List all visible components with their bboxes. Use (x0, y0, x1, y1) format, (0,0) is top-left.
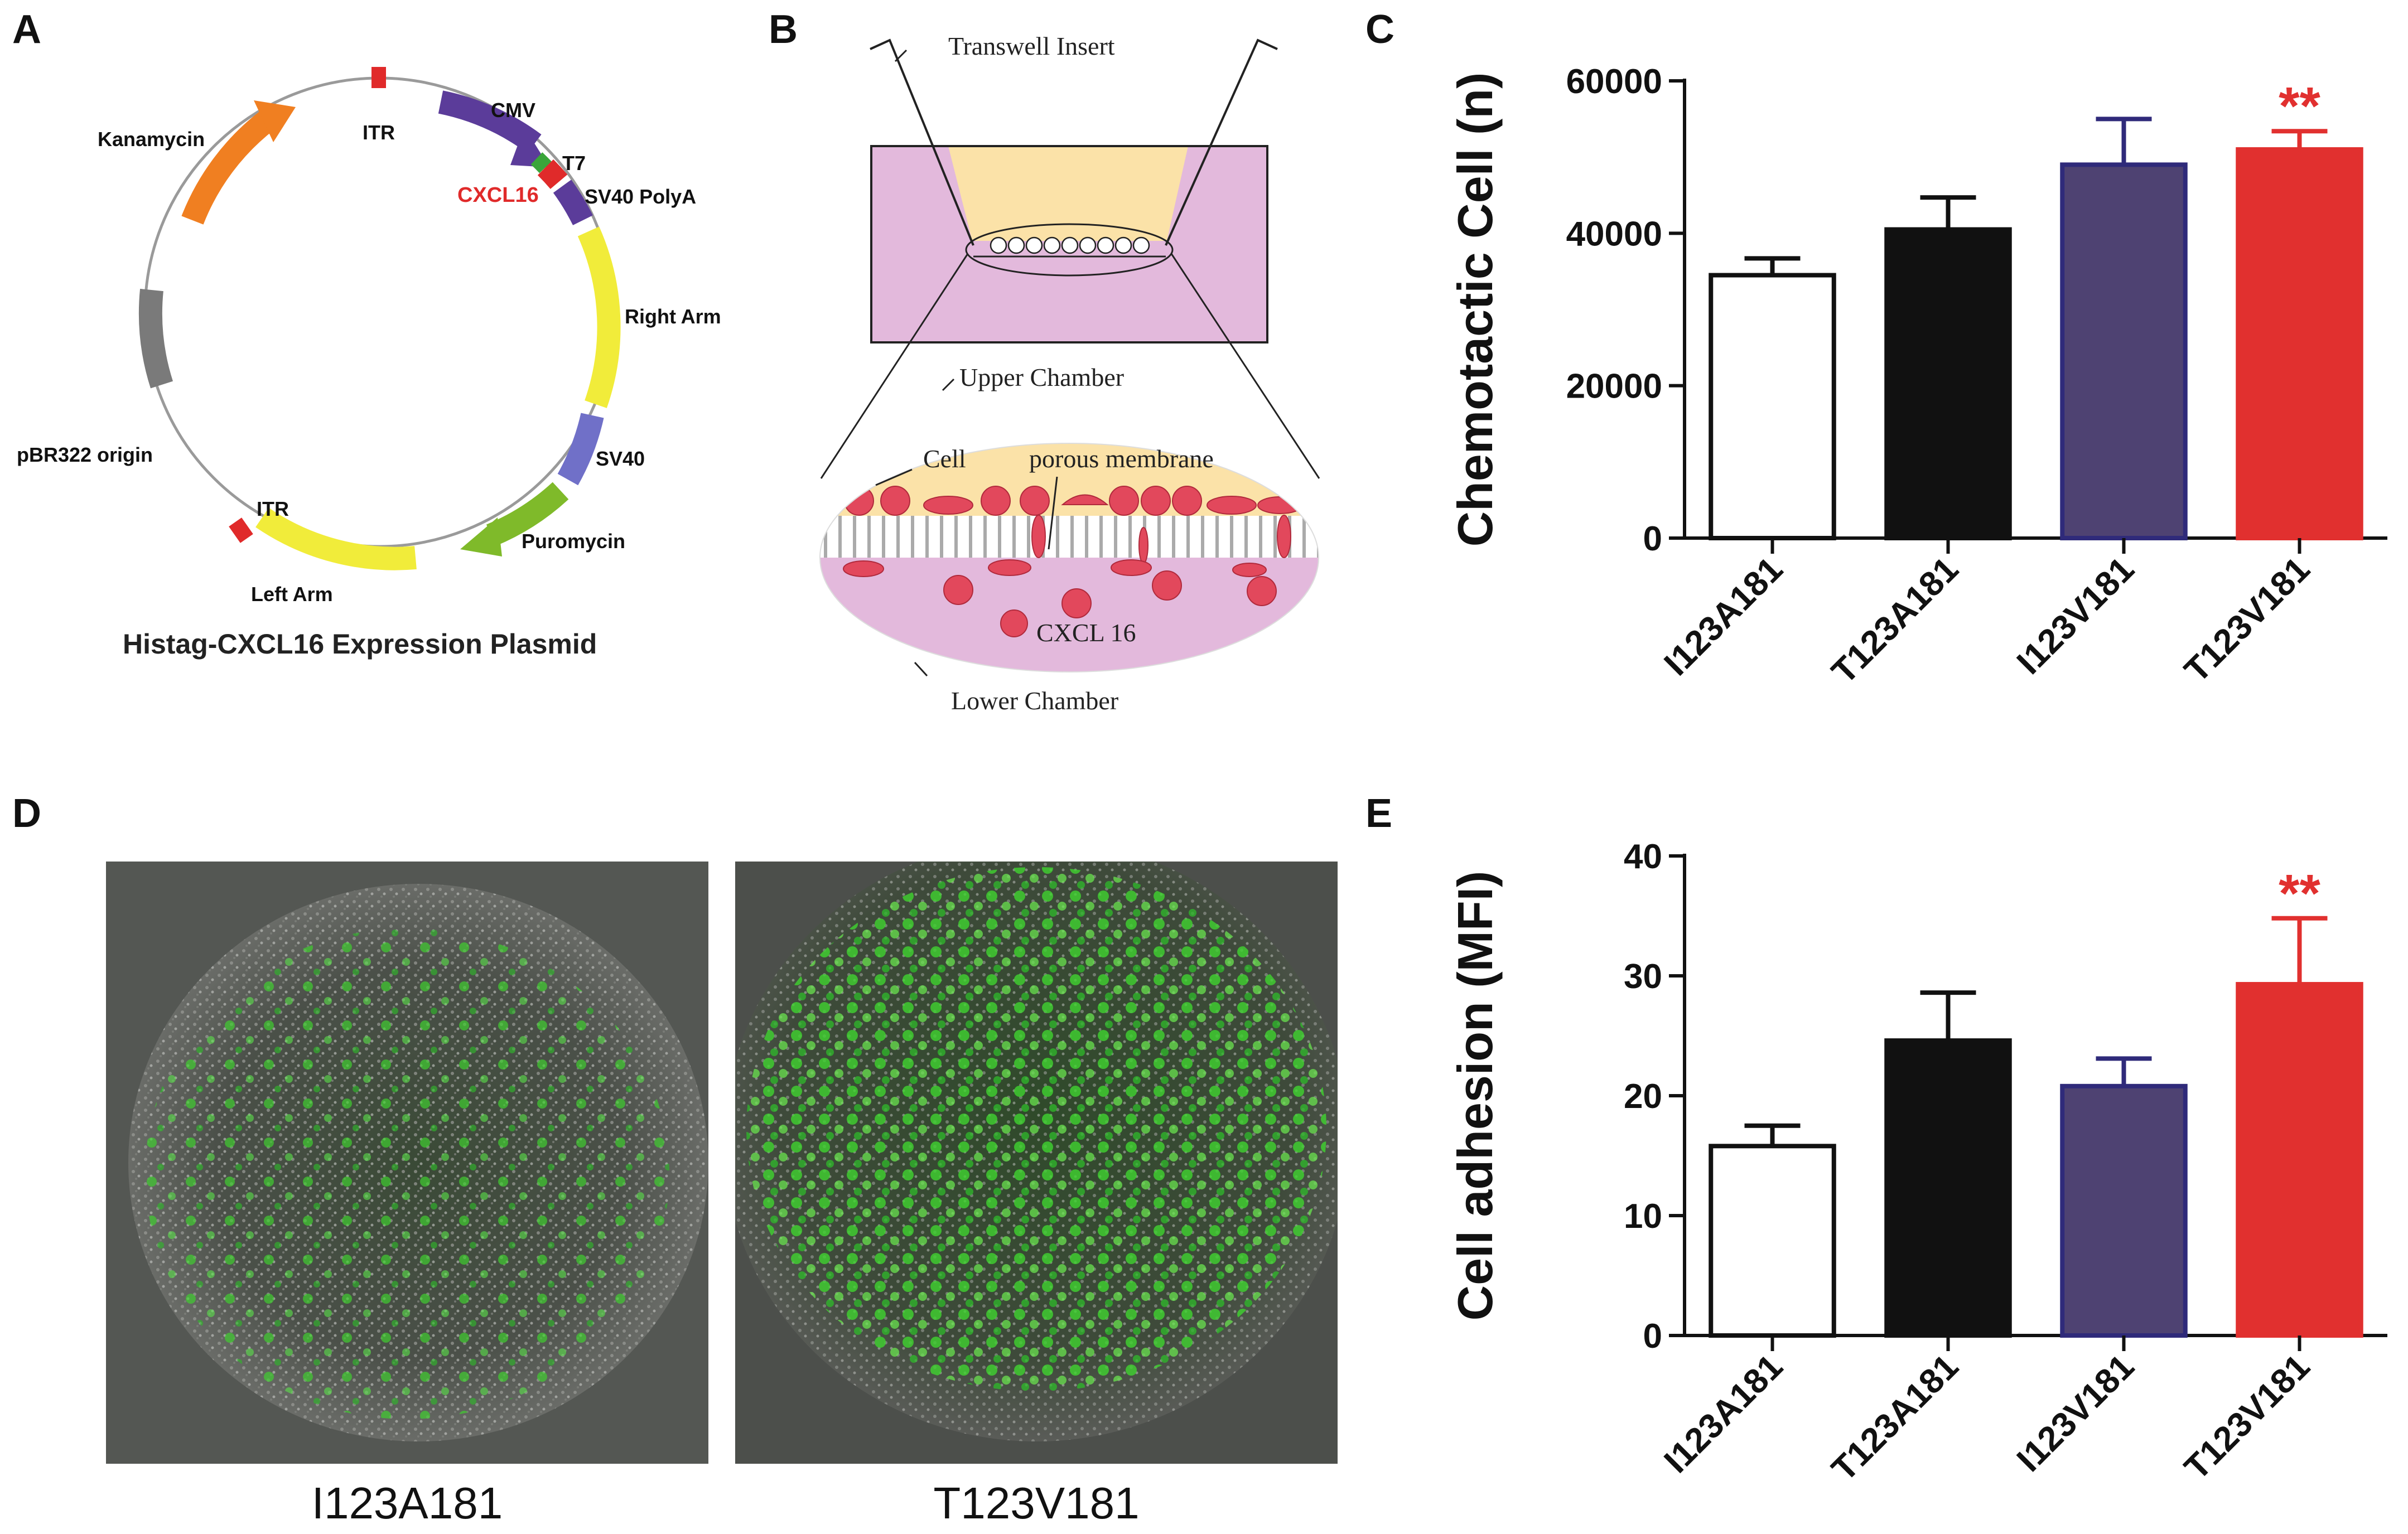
label-kanamycin: Kanamycin (98, 128, 205, 151)
insert-wall-left (870, 38, 974, 246)
membrane-label: porous membrane (1029, 444, 1214, 473)
y-axis-label: Cell adhesion (MFI) (1447, 871, 1503, 1321)
zoom-ellipse (965, 223, 1174, 277)
zoom-line-right (1170, 253, 1320, 479)
bar-0 (1709, 1144, 1836, 1338)
x-tick-label-3: T123V181 (2177, 550, 2317, 690)
cell-label: Cell (923, 444, 966, 473)
kanamycin-segment (181, 110, 275, 225)
membrane-leader (1048, 476, 1058, 550)
y-axis-label: Chemotactic Cell (n) (1447, 72, 1503, 547)
x-tick-label-0: I123A181 (1657, 550, 1790, 683)
sv40-polya-segment (553, 180, 593, 226)
label-puromycin: Puromycin (522, 530, 625, 553)
kanamycin-arrowhead (254, 100, 296, 142)
micrograph-image-2 (735, 862, 1338, 1464)
outer-lower-left (871, 146, 973, 245)
bar-3 (2236, 982, 2363, 1338)
cells-upper (844, 486, 1303, 564)
y-tick-label-3: 60000 (1566, 62, 1662, 101)
label-left-arm: Left Arm (251, 583, 333, 606)
significance-annotation-0: ** (2279, 864, 2320, 923)
insert-fill (948, 146, 1188, 240)
label-pbr322: pBR322 origin (17, 443, 153, 466)
outer-lower-right (1166, 146, 1267, 245)
upper-chamber-leader (942, 378, 955, 391)
y-tick-label-4: 40 (1624, 838, 1662, 876)
y-tick-label-2: 20 (1624, 1077, 1662, 1116)
t7-segment (530, 152, 552, 173)
y-tick-label-0: 0 (1643, 520, 1662, 558)
label-sv40-polya: SV40 PolyA (585, 185, 696, 208)
label-cmv: CMV (491, 99, 535, 122)
right-arm-segment (577, 226, 621, 408)
lower-chamber-label: Lower Chamber (951, 686, 1118, 715)
panel-letter-a: A (12, 7, 41, 52)
well-outline (870, 145, 1268, 343)
panel-letter-c: C (1365, 7, 1394, 52)
label-right-arm: Right Arm (625, 305, 721, 328)
bar-0 (1709, 273, 1836, 540)
micrograph-i123a181 (106, 862, 708, 1464)
cell-leader (875, 468, 913, 486)
left-arm-segment (255, 507, 417, 570)
chemotaxis-bar-chart: Chemotactic Cell (n) 0 20000 40000 60000 I123… (1447, 62, 2387, 691)
label-itr-top: ITR (363, 121, 395, 144)
bar-2 (2060, 1083, 2188, 1338)
micrograph-label-2: T123V181 (933, 1478, 1140, 1528)
panel-letter-b: B (769, 7, 798, 52)
label-cxcl16: CXCL16 (457, 183, 539, 207)
zoom-line-left (820, 253, 969, 479)
bar-1 (1884, 1038, 2012, 1338)
label-sv40: SV40 (596, 447, 645, 470)
pbr322-segment (138, 288, 173, 389)
itr-top-marker (371, 67, 386, 88)
x-tick-label-1: T123A181 (1825, 550, 1966, 691)
y-tick-label-2: 40000 (1566, 215, 1662, 253)
label-t7: T7 (562, 152, 586, 175)
y-tick-label-3: 30 (1624, 957, 1662, 996)
panel-letter-d: D (12, 791, 41, 836)
y-tick-label-0: 0 (1643, 1317, 1662, 1356)
upper-chamber-label: Upper Chamber (959, 363, 1124, 391)
membrane-pores (824, 516, 1319, 558)
x-tick-label-1: T123A181 (1825, 1347, 1966, 1489)
significance-annotation-0: ** (2279, 76, 2320, 136)
micrograph-image-1 (106, 862, 708, 1464)
plasmid-backbone (143, 76, 615, 548)
transwell-insert-label: Transwell Insert (948, 32, 1115, 60)
bar-3 (2236, 147, 2363, 540)
y-tick-label-1: 10 (1624, 1197, 1662, 1236)
bar-2 (2060, 162, 2188, 541)
insert-cells (990, 236, 1150, 254)
micrograph-t123v181 (735, 862, 1338, 1464)
lower-chamber-leader (914, 661, 928, 677)
x-tick-label-2: I123V181 (2010, 550, 2142, 682)
itr-bottom-marker (229, 517, 253, 543)
plasmid-map: ITR CMV T7 CXCL16 SV40 PolyA Right Arm S… (17, 67, 721, 660)
y-tick-label-1: 20000 (1566, 367, 1662, 406)
adhesion-bar-chart: Cell adhesion (MFI) 0 10 20 30 40 I123A181 T123… (1447, 838, 2387, 1489)
cells-lower (843, 559, 1277, 637)
micrograph-label-1: I123A181 (311, 1478, 503, 1528)
x-tick-label-2: I123V181 (2010, 1347, 2142, 1479)
insert-label-leader (894, 49, 908, 62)
bar-1 (1884, 227, 2012, 540)
magnified-outline (819, 443, 1319, 672)
puromycin-arrowhead (460, 517, 502, 557)
label-itr-bottom: ITR (257, 497, 289, 520)
sv40-segment (557, 413, 604, 486)
x-tick-label-3: T123V181 (2177, 1347, 2317, 1487)
x-tick-label-0: I123A181 (1657, 1347, 1790, 1480)
chemokine-label: CXCL 16 (1036, 618, 1136, 647)
panel-letter-e: E (1365, 791, 1393, 836)
cxcl16-segment (537, 159, 568, 190)
insert-wall-right (1165, 38, 1278, 246)
transwell-diagram: Transwell Insert (819, 32, 1320, 715)
plasmid-title: Histag-CXCL16 Expression Plasmid (123, 628, 597, 660)
